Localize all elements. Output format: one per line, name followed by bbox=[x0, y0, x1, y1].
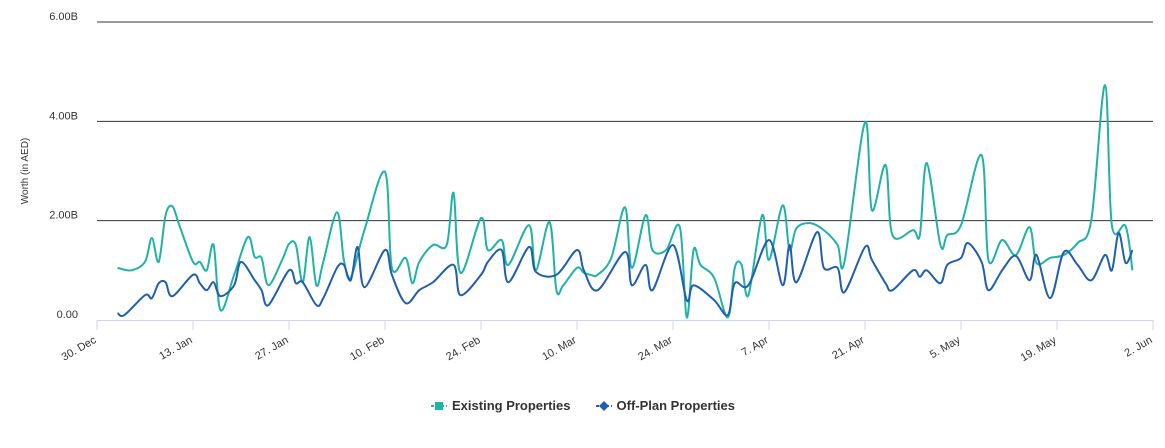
chart: Worth (in AED) 0.00 2.00B 4.00B 6.00B 30. De… bbox=[20, 11, 1155, 364]
y-tick-label: 2.00B bbox=[49, 210, 78, 222]
x-tick-label: 10. Mar bbox=[540, 334, 579, 363]
x-tick-label: 2. Jun bbox=[1123, 334, 1155, 359]
series-line bbox=[117, 84, 1134, 319]
x-tick-label: 30. Dec bbox=[60, 334, 99, 364]
x-tick-label: 27. Jan bbox=[253, 334, 290, 362]
x-tick-label: 24. Feb bbox=[444, 334, 482, 363]
series-line bbox=[117, 231, 1134, 318]
legend-label: Existing Properties bbox=[452, 398, 571, 413]
x-tick-label: 10. Feb bbox=[348, 334, 386, 363]
legend-marker bbox=[435, 401, 444, 410]
legend-marker bbox=[598, 400, 609, 411]
legend-label: Off-Plan Properties bbox=[616, 398, 735, 413]
legend-symbol bbox=[431, 401, 448, 410]
legend-item[interactable]: Off-Plan Properties bbox=[595, 398, 735, 413]
y-tick-label: 0.00 bbox=[57, 309, 78, 321]
x-tick-label: 7. Apr bbox=[740, 334, 771, 359]
y-axis-label: Worth (in AED) bbox=[20, 138, 31, 205]
legend-item[interactable]: Existing Properties bbox=[430, 398, 571, 413]
y-tick-label: 4.00B bbox=[49, 110, 78, 122]
x-tick-label: 13. Jan bbox=[157, 334, 194, 362]
x-tick-label: 21. Apr bbox=[830, 334, 866, 362]
legend: Existing Properties Off-Plan Properties bbox=[0, 398, 1165, 413]
x-tick-label: 19. May bbox=[1019, 334, 1059, 364]
x-tick-label: 24. Mar bbox=[636, 334, 675, 363]
y-tick-label: 6.00B bbox=[49, 11, 78, 23]
x-tick-label: 5. May bbox=[928, 334, 963, 361]
legend-symbol bbox=[595, 400, 612, 411]
